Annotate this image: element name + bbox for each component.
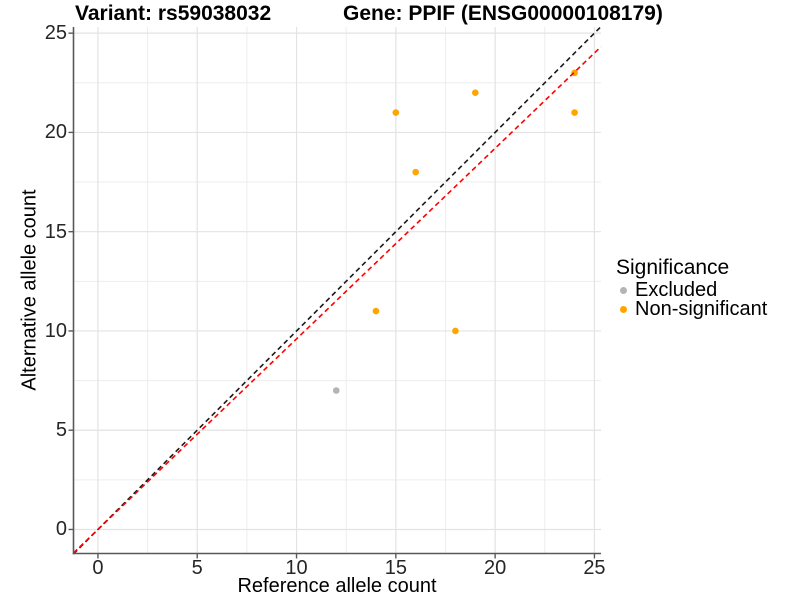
x-axis-tick-label: 25 xyxy=(583,557,606,579)
data-point-non-significant xyxy=(452,327,459,335)
fit-line xyxy=(72,46,602,554)
legend-item-non-significant: Non-significant xyxy=(616,298,768,320)
data-point-non-significant xyxy=(571,109,578,116)
y-axis-tick-label: 10 xyxy=(44,319,67,342)
legend: Significance Excluded Non-significant xyxy=(616,256,768,320)
y-axis-tick-label: 0 xyxy=(55,518,67,541)
plot-title-variant: Variant: rs59038032 xyxy=(75,2,272,25)
excluded-point-icon xyxy=(620,287,627,294)
y-axis-tick-label: 15 xyxy=(44,220,67,243)
y-axis-tick-label: 25 xyxy=(44,22,67,45)
x-axis-tick-label: 15 xyxy=(384,557,407,579)
legend-item-label: Excluded xyxy=(635,279,718,301)
legend-item-label: Non-significant xyxy=(635,298,768,320)
data-point-non-significant xyxy=(392,109,400,116)
data-point-non-significant xyxy=(471,89,479,97)
y-axis-tick-label: 5 xyxy=(55,419,67,442)
data-point-non-significant xyxy=(412,168,419,176)
data-point-excluded xyxy=(332,387,340,394)
x-axis-tick-label: 5 xyxy=(191,557,203,579)
legend-title: Significance xyxy=(616,256,730,279)
y-axis-tick-label: 20 xyxy=(44,121,67,144)
x-axis-tick-label: 10 xyxy=(285,557,308,579)
data-point-non-significant xyxy=(372,307,380,315)
x-axis-tick-label: 20 xyxy=(484,557,507,579)
non-significant-point-icon xyxy=(620,306,627,313)
legend-item-excluded: Excluded xyxy=(616,279,767,301)
x-axis-tick-label: 0 xyxy=(92,557,104,579)
y-axis-title: Alternative allele count xyxy=(18,189,41,391)
identity-line xyxy=(72,26,602,555)
plot-title-gene: Gene: PPIF (ENSG00000108179) xyxy=(343,2,663,25)
x-axis-title: Reference allele count xyxy=(237,575,437,597)
